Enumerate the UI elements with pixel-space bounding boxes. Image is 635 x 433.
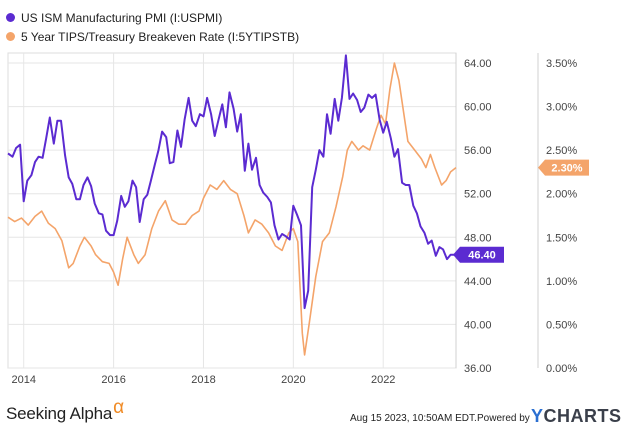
seeking-alpha-logo[interactable]: Seeking Alphaα <box>6 397 124 425</box>
right-axis-tick-label: 0.50% <box>546 319 577 331</box>
seeking-alpha-text: Seeking Alpha <box>6 404 113 423</box>
legend-item-breakeven[interactable]: 5 Year TIPS/Treasury Breakeven Rate (I:5… <box>6 27 299 46</box>
legend-label-breakeven: 5 Year TIPS/Treasury Breakeven Rate (I:5… <box>21 29 300 44</box>
x-axis-tick-label: 2022 <box>371 374 395 386</box>
left-axis-tick-label: 36.00 <box>464 363 492 375</box>
powered-by-label: Powered by <box>477 413 530 424</box>
legend-label-pmi: US ISM Manufacturing PMI (I:USPMI) <box>21 10 223 25</box>
right-axis-tick-label: 3.00% <box>546 102 577 114</box>
ycharts-logo[interactable]: YCHARTS <box>531 406 622 427</box>
left-axis-tick-label: 52.00 <box>464 189 492 201</box>
legend-swatch-breakeven <box>6 32 15 41</box>
x-axis-tick-label: 2014 <box>11 374 35 386</box>
right-axis-tick-label: 3.50% <box>546 58 577 70</box>
x-axis-tick-label: 2020 <box>281 374 305 386</box>
right-axis-tick-label: 2.50% <box>546 145 577 157</box>
line-chart: 36.00 40.00 44.00 48.00 52.00 56.00 60.00 64.00… <box>7 52 589 386</box>
left-axis-tick-label: 64.00 <box>464 58 492 70</box>
x-axis-tick-label: 2016 <box>101 374 125 386</box>
timestamp: Aug 15 2023, 10:50AM EDT. <box>350 413 477 424</box>
right-axis-tick-label: 1.00% <box>546 276 577 288</box>
series-line-breakeven <box>7 62 457 356</box>
legend-item-pmi[interactable]: US ISM Manufacturing PMI (I:USPMI) <box>6 8 299 27</box>
breakeven-last-value-label-bg <box>538 159 589 176</box>
chart-legend: US ISM Manufacturing PMI (I:USPMI) 5 Yea… <box>6 8 299 46</box>
footer: Seeking Alphaα Aug 15 2023, 10:50AM EDT.… <box>0 396 635 433</box>
left-axis-tick-label: 44.00 <box>464 276 492 288</box>
right-axis-tick-label: 1.50% <box>546 232 577 244</box>
right-axis-tick-label: 0.00% <box>546 363 577 375</box>
ycharts-wordmark: CHARTS <box>543 406 622 426</box>
left-axis-tick-label: 40.00 <box>464 319 492 331</box>
left-axis-tick-label: 48.00 <box>464 232 492 244</box>
pmi-last-value-label: 46.40 <box>468 250 496 262</box>
pmi-last-value-label-bg <box>453 246 504 263</box>
ycharts-y-mark: Y <box>531 406 544 426</box>
series-line-pmi <box>7 54 456 310</box>
alpha-icon: α <box>113 397 124 418</box>
x-axis-tick-label: 2018 <box>191 374 215 386</box>
breakeven-last-value-label: 2.30% <box>551 163 582 175</box>
right-axis-tick-label: 2.00% <box>546 189 577 201</box>
left-axis-tick-label: 60.00 <box>464 102 492 114</box>
left-axis-tick-label: 56.00 <box>464 145 492 157</box>
legend-swatch-pmi <box>6 13 15 22</box>
